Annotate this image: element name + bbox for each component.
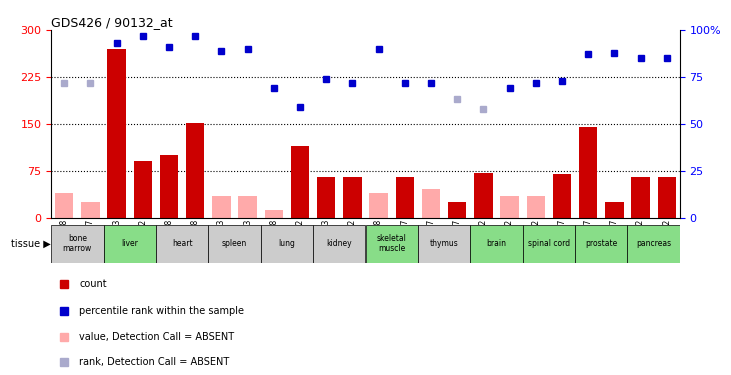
Text: heart: heart xyxy=(172,239,192,248)
Bar xyxy=(553,174,571,217)
Bar xyxy=(579,127,597,218)
Bar xyxy=(261,225,313,262)
Text: kidney: kidney xyxy=(327,239,352,248)
Bar xyxy=(51,225,104,262)
Bar xyxy=(265,210,283,218)
Bar xyxy=(632,177,650,218)
Bar xyxy=(208,225,261,262)
Bar xyxy=(81,202,99,217)
Text: rank, Detection Call = ABSENT: rank, Detection Call = ABSENT xyxy=(80,357,230,367)
Text: count: count xyxy=(80,279,107,289)
Bar xyxy=(474,172,493,217)
Bar xyxy=(395,177,414,218)
Text: spinal cord: spinal cord xyxy=(528,239,570,248)
Bar xyxy=(104,225,156,262)
Text: thymus: thymus xyxy=(430,239,458,248)
Bar xyxy=(470,225,523,262)
Bar xyxy=(313,225,366,262)
Bar xyxy=(156,225,208,262)
Bar xyxy=(186,123,205,218)
Text: percentile rank within the sample: percentile rank within the sample xyxy=(80,306,244,315)
Text: prostate: prostate xyxy=(585,239,618,248)
Bar xyxy=(658,177,676,218)
Bar xyxy=(501,196,519,217)
Text: skeletal
muscle: skeletal muscle xyxy=(376,234,406,254)
Text: GDS426 / 90132_at: GDS426 / 90132_at xyxy=(51,16,173,29)
Bar xyxy=(523,225,575,262)
Text: bone
marrow: bone marrow xyxy=(63,234,92,254)
Text: pancreas: pancreas xyxy=(636,239,671,248)
Bar xyxy=(212,196,230,217)
Bar xyxy=(366,225,418,262)
Bar xyxy=(627,225,680,262)
Bar xyxy=(317,177,336,218)
Bar xyxy=(107,49,126,217)
Bar xyxy=(160,155,178,218)
Bar xyxy=(575,225,627,262)
Text: tissue ▶: tissue ▶ xyxy=(12,239,51,249)
Bar xyxy=(344,177,362,218)
Bar xyxy=(369,192,387,217)
Text: liver: liver xyxy=(121,239,138,248)
Text: lung: lung xyxy=(279,239,295,248)
Bar xyxy=(448,202,466,217)
Bar xyxy=(422,189,440,217)
Bar xyxy=(291,146,309,218)
Text: brain: brain xyxy=(486,239,507,248)
Bar xyxy=(605,202,624,217)
Bar xyxy=(238,196,257,217)
Bar xyxy=(55,192,73,217)
Text: value, Detection Call = ABSENT: value, Detection Call = ABSENT xyxy=(80,332,235,342)
Text: spleen: spleen xyxy=(222,239,247,248)
Bar xyxy=(526,196,545,217)
Bar xyxy=(134,161,152,218)
Bar xyxy=(418,225,470,262)
